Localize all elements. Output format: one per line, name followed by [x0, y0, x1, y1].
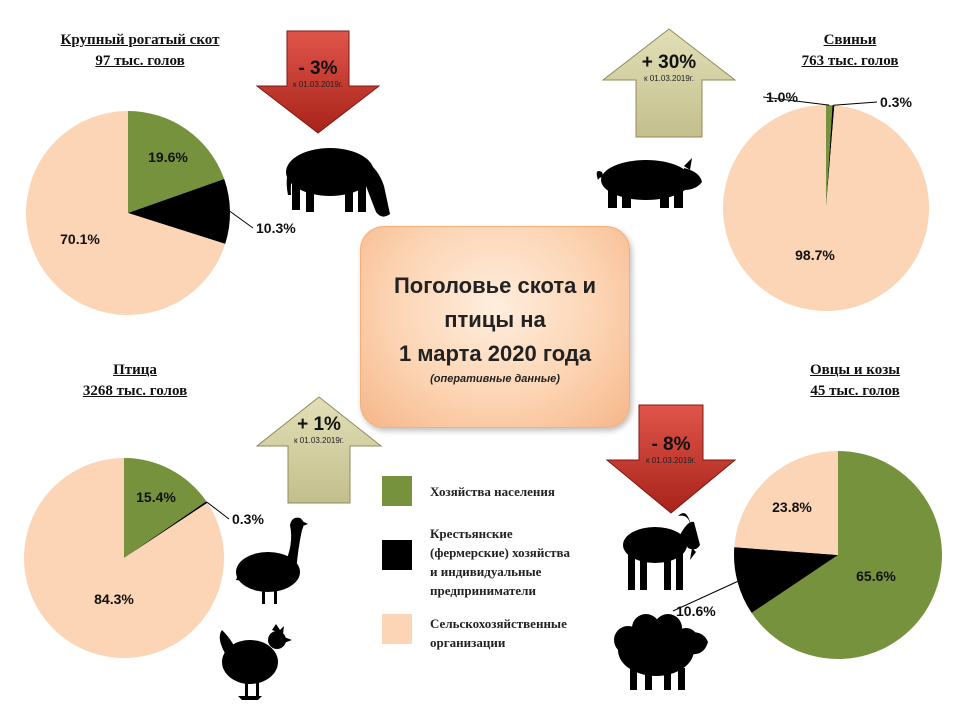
sheep-goats-leader-line-2 [672, 581, 738, 612]
sheep-goats-data-label-2: 10.6% [676, 603, 716, 619]
cattle-pie-slice-2 [128, 179, 231, 244]
sheep-goats-total: 45 тыс. голов [810, 383, 900, 399]
poultry-data-label-1: 15.4% [136, 489, 176, 505]
pigs-leader-line-1 [762, 96, 830, 106]
poultry-change-arrow: + 1% к 01.03.2019г. [255, 396, 383, 504]
pigs-change-value: + 30% [641, 52, 697, 73]
pigs-data-label-1: 1.0% [766, 89, 798, 105]
main-subtitle: (оперативные данные) [430, 373, 560, 385]
poultry-pie-slice-1 [124, 458, 207, 558]
cow-icon [286, 148, 390, 217]
legend-households-text: Хозяйства населения [430, 484, 555, 499]
cattle-data-label-3: 70.1% [60, 231, 100, 247]
sheep-goats-change-value: - 8% [651, 434, 691, 455]
chart-title-cattle: Крупный рогатый скот 97 тыс. голов [30, 30, 250, 72]
poultry-pie-slice-3 [23, 458, 224, 658]
pigs-pie-slice-2 [826, 105, 835, 208]
cattle-total: 97 тыс. голов [95, 53, 185, 69]
main-title-box: Поголовье скота и птицы на 1 марта 2020 … [360, 226, 630, 428]
poultry-change-date: к 01.03.2019г. [294, 436, 344, 445]
cattle-pie-slice-3 [25, 111, 226, 315]
goat-icon [623, 513, 700, 590]
arrow-down-shape [255, 30, 381, 134]
pigs-pie-slice-3 [723, 105, 930, 312]
pig-icon [596, 158, 702, 208]
cattle-pie-slice-1 [128, 111, 225, 213]
sheep-goats-pie-slice-3 [734, 451, 838, 555]
legend-swatch-farmers [382, 540, 412, 570]
arrow-up-shape [255, 396, 383, 504]
arrow-up-shape [601, 28, 737, 138]
legend-swatch-households [382, 476, 412, 506]
legend-farmers-line-2: (фермерские) хозяйства [430, 545, 571, 560]
pigs-title: Свиньи [823, 32, 877, 48]
pigs-change-arrow: + 30% к 01.03.2019г. [601, 28, 737, 138]
sheep-goats-data-label-1: 65.6% [856, 568, 896, 584]
poultry-data-label-2: 0.3% [232, 511, 264, 527]
pigs-leader-line-2 [833, 101, 878, 106]
main-title: Поголовье скота и птицы на 1 марта 2020 … [361, 269, 629, 371]
sheep-icon [614, 614, 708, 690]
main-title-line-2: птицы на [444, 307, 546, 332]
chart-title-pigs: Свиньи 763 тыс. голов [760, 30, 940, 72]
chart-title-sheep-goats: Овцы и козы 45 тыс. голов [760, 360, 950, 402]
pigs-pie-slice-1 [826, 104, 833, 208]
pigs-total: 763 тыс. голов [801, 53, 899, 69]
main-title-line-3: 1 марта 2020 года [398, 341, 592, 366]
sheep-goats-change-arrow: - 8% к 01.03.2019г. [605, 404, 737, 514]
cattle-change-arrow: - 3% к 01.03.2019г. [255, 30, 381, 134]
legend-farmers-line-3: и индивидуальные [430, 564, 542, 579]
legend-label-households: Хозяйства населения [430, 482, 615, 501]
poultry-total: 3268 тыс. голов [82, 383, 188, 399]
chart-title-poultry: Птица 3268 тыс. голов [40, 360, 230, 402]
legend-label-farmers: Крестьянские (фермерские) хозяйства и ин… [430, 524, 615, 600]
cattle-change-date: к 01.03.2019г. [293, 80, 343, 89]
sheep-goats-pie-slice-1 [751, 451, 942, 660]
cattle-title: Крупный рогатый скот [60, 32, 220, 48]
poultry-leader-line-2 [206, 501, 230, 520]
cattle-data-label-2: 10.3% [256, 220, 296, 236]
pigs-data-label-3: 98.7% [795, 247, 835, 263]
legend-farmers-line-1: Крестьянские [430, 526, 513, 541]
legend-swatch-agro-orgs [382, 614, 412, 644]
goose-icon [236, 517, 308, 604]
poultry-pie-slice-2 [124, 501, 208, 558]
sheep-goats-change-date: к 01.03.2019г. [646, 456, 696, 465]
sheep-goats-pie-slice-2 [734, 547, 838, 613]
pigs-data-label-2: 0.3% [880, 94, 912, 110]
cattle-leader-line-2 [229, 210, 254, 229]
pigs-change-date: к 01.03.2019г. [644, 74, 694, 83]
arrow-down-shape [605, 404, 737, 514]
legend-agro-orgs-line-2: организации [430, 635, 506, 650]
cattle-change-value: - 3% [298, 58, 338, 79]
legend-farmers-line-4: предприниматели [430, 583, 536, 598]
hen-icon [219, 624, 292, 700]
poultry-data-label-3: 84.3% [94, 591, 134, 607]
poultry-change-value: + 1% [297, 414, 341, 435]
sheep-goats-title: Овцы и козы [810, 362, 900, 378]
sheep-goats-data-label-3: 23.8% [772, 499, 812, 515]
cattle-data-label-1: 19.6% [148, 149, 188, 165]
poultry-title: Птица [113, 362, 157, 378]
legend-agro-orgs-line-1: Сельскохозяйственные [430, 616, 567, 631]
legend-label-agro-orgs: Сельскохозяйственные организации [430, 614, 615, 652]
main-title-line-1: Поголовье скота и [393, 273, 597, 298]
